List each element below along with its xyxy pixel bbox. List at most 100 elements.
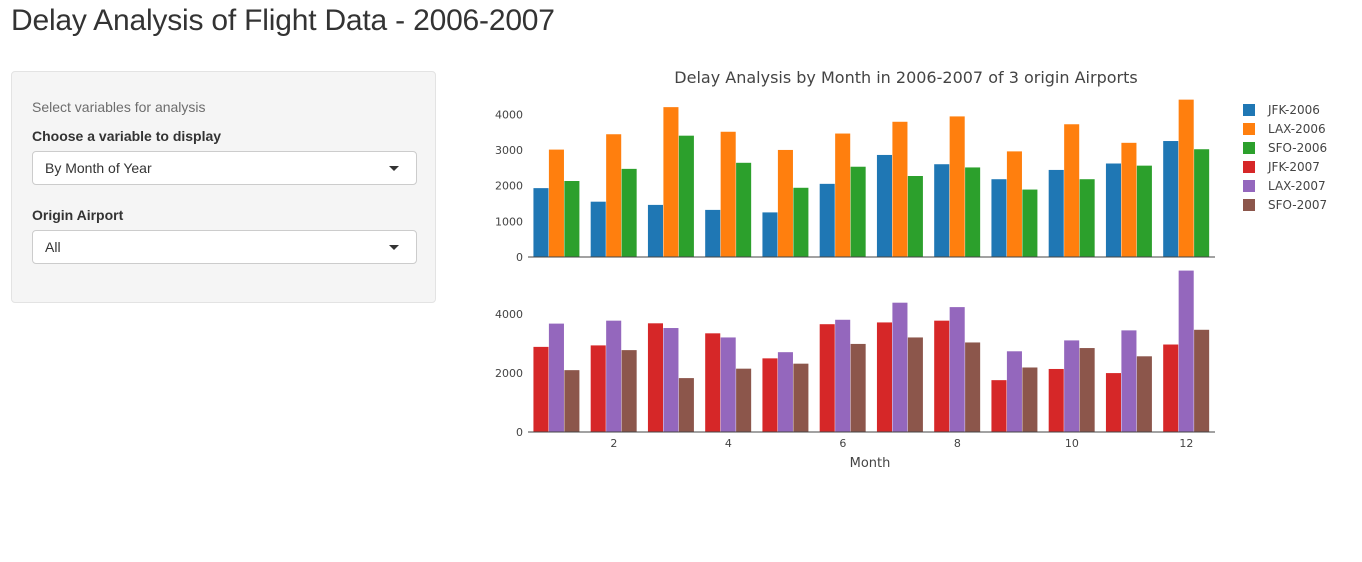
bar-lax-2006 — [777, 149, 793, 257]
bar-sfo-2007 — [850, 343, 866, 432]
bar-sfo-2007 — [1136, 356, 1152, 432]
legend-swatch — [1243, 180, 1255, 192]
bar-sfo-2006 — [850, 166, 866, 257]
y-tick-label: 2000 — [495, 180, 523, 193]
bar-lax-2007 — [892, 302, 908, 432]
bar-lax-2006 — [835, 133, 851, 257]
legend-entry: LAX-2006 — [1268, 122, 1326, 136]
bar-jfk-2007 — [991, 380, 1007, 432]
bar-sfo-2007 — [1079, 348, 1095, 432]
bar-sfo-2007 — [621, 350, 637, 432]
bar-sfo-2007 — [1194, 329, 1210, 432]
bar-jfk-2007 — [1105, 373, 1121, 432]
bar-jfk-2007 — [762, 358, 778, 432]
bar-lax-2007 — [1006, 351, 1022, 432]
y-tick-label: 0 — [516, 251, 523, 264]
y-tick-label: 4000 — [495, 108, 523, 121]
x-tick-label: 8 — [954, 437, 961, 450]
bar-jfk-2006 — [705, 209, 721, 257]
bar-jfk-2007 — [1048, 368, 1064, 432]
x-tick-label: 12 — [1179, 437, 1193, 450]
bar-jfk-2006 — [934, 164, 950, 257]
bar-lax-2006 — [663, 107, 679, 257]
bar-lax-2006 — [1121, 142, 1137, 257]
y-tick-label: 1000 — [495, 215, 523, 228]
legend-swatch — [1243, 104, 1255, 116]
bar-jfk-2007 — [876, 322, 892, 432]
bar-jfk-2007 — [705, 333, 721, 432]
bar-sfo-2006 — [736, 162, 752, 257]
sidebar-panel: Select variables for analysis Choose a v… — [11, 71, 436, 303]
bar-lax-2007 — [835, 319, 851, 432]
bar-lax-2007 — [777, 352, 793, 432]
page-title: Delay Analysis of Flight Data - 2006-200… — [11, 4, 555, 37]
bar-lax-2007 — [548, 323, 564, 432]
legend-swatch — [1243, 161, 1255, 173]
legend-entry: SFO-2006 — [1268, 141, 1327, 155]
bar-sfo-2006 — [621, 168, 637, 257]
bar-lax-2007 — [1064, 340, 1080, 432]
bar-lax-2006 — [949, 116, 965, 257]
legend-entry: SFO-2007 — [1268, 198, 1327, 212]
x-tick-label: 10 — [1065, 437, 1079, 450]
bar-sfo-2007 — [793, 363, 809, 432]
bar-lax-2007 — [720, 337, 736, 432]
legend: JFK-2006 LAX-2006 SFO-2006 JFK-2007 LAX-2007… — [1243, 103, 1327, 212]
bar-sfo-2007 — [1022, 367, 1038, 432]
bar-jfk-2006 — [590, 201, 606, 257]
y-tick-label: 4000 — [495, 308, 523, 321]
airport-select[interactable]: All — [32, 230, 417, 264]
delay-chart: Delay Analysis by Month in 2006-2007 of … — [495, 68, 1327, 471]
bar-sfo-2007 — [736, 368, 752, 432]
legend-entry: JFK-2007 — [1267, 160, 1320, 174]
bar-jfk-2007 — [647, 323, 663, 432]
bar-sfo-2006 — [1079, 179, 1095, 257]
bar-jfk-2006 — [991, 179, 1007, 257]
bar-jfk-2006 — [1163, 141, 1179, 257]
bar-sfo-2007 — [965, 342, 981, 432]
x-tick-label: 6 — [839, 437, 846, 450]
bar-jfk-2007 — [533, 346, 549, 432]
bar-lax-2007 — [1121, 330, 1137, 432]
bar-jfk-2006 — [647, 204, 663, 257]
airport-label: Origin Airport — [32, 207, 124, 223]
legend-entry: LAX-2007 — [1268, 179, 1326, 193]
bar-lax-2006 — [720, 131, 736, 257]
bar-jfk-2006 — [819, 183, 835, 257]
y-tick-label: 0 — [516, 426, 523, 439]
bar-sfo-2006 — [564, 181, 580, 257]
bar-sfo-2006 — [1194, 149, 1210, 257]
bar-lax-2006 — [548, 149, 564, 257]
variable-select[interactable]: By Month of Year — [32, 151, 417, 185]
caret-down-icon — [389, 166, 399, 171]
bar-jfk-2006 — [1048, 169, 1064, 257]
bar-lax-2007 — [1178, 270, 1194, 432]
y-tick-label: 3000 — [495, 144, 523, 157]
caret-down-icon — [389, 245, 399, 250]
bar-sfo-2006 — [965, 167, 981, 257]
bar-jfk-2007 — [934, 320, 950, 432]
bar-sfo-2006 — [678, 135, 694, 257]
bar-lax-2007 — [663, 328, 679, 432]
bar-lax-2006 — [1006, 151, 1022, 257]
bar-jfk-2007 — [1163, 344, 1179, 432]
legend-swatch — [1243, 123, 1255, 135]
bar-lax-2007 — [949, 307, 965, 432]
x-axis-title: Month — [850, 456, 891, 471]
bar-jfk-2006 — [762, 212, 778, 257]
bar-sfo-2006 — [907, 176, 923, 257]
bar-sfo-2006 — [793, 187, 809, 257]
sidebar-heading: Select variables for analysis — [32, 99, 206, 115]
bar-sfo-2007 — [564, 370, 580, 432]
legend-entry: JFK-2006 — [1267, 103, 1320, 117]
bar-lax-2006 — [1178, 99, 1194, 257]
bar-jfk-2007 — [819, 324, 835, 432]
variable-label: Choose a variable to display — [32, 128, 222, 144]
variable-select-value: By Month of Year — [45, 160, 152, 176]
bar-jfk-2006 — [876, 154, 892, 257]
bar-lax-2007 — [606, 320, 622, 432]
bar-lax-2006 — [606, 134, 622, 257]
bar-sfo-2007 — [678, 378, 694, 432]
airport-select-value: All — [45, 239, 61, 255]
bar-sfo-2007 — [907, 337, 923, 432]
